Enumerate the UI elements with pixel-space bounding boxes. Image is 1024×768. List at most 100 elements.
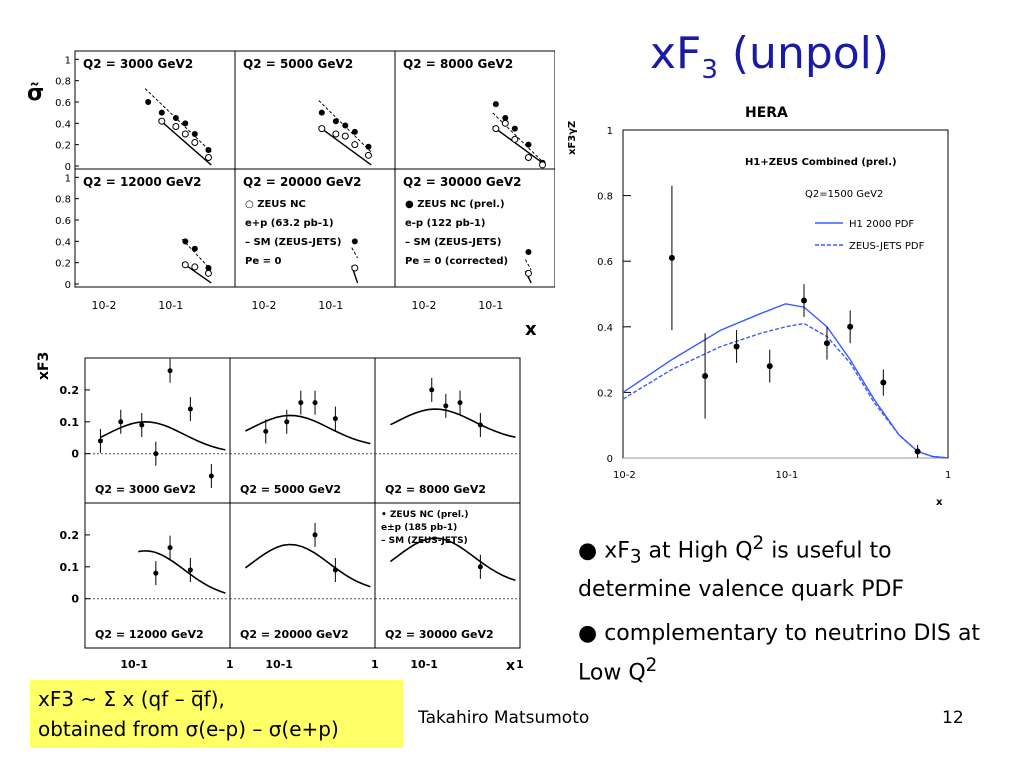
data-point-eplus — [191, 139, 199, 147]
x-tick-label: 10-1 — [410, 658, 438, 671]
x-tick-label: 1 — [945, 470, 951, 481]
data-point — [443, 403, 449, 409]
y-tick-label: 0.1 — [60, 561, 80, 574]
x-tick-label: 10-1 — [318, 299, 343, 312]
model-curve — [244, 543, 371, 588]
data-point-eplus — [332, 130, 340, 138]
y-tick-label: 0 — [65, 280, 71, 291]
data-point-eplus — [204, 269, 212, 277]
legend-entry: ZEUS-JETS PDF — [849, 241, 925, 252]
data-point — [153, 451, 159, 457]
data-point — [332, 416, 338, 422]
model-curve — [138, 550, 226, 594]
xf3-chart: xF3 x 0 0.1 0.2 Q2 = 3000 GeV2 Q2 = 5000 GeV2 Q… — [36, 352, 524, 674]
data-point — [914, 448, 921, 455]
data-point-eminus — [158, 109, 165, 116]
panel-label: Q2 = 3000 GeV2 — [95, 483, 196, 496]
data-point-eminus — [502, 115, 509, 121]
data-point-eplus — [364, 151, 372, 159]
data-point-eminus — [332, 118, 339, 125]
data-point-eplus — [539, 161, 547, 169]
legend-entry: Pe = 0 — [245, 256, 281, 267]
x-tick-label: 10-1 — [158, 299, 183, 312]
data-point — [702, 373, 709, 379]
data-point — [880, 379, 887, 386]
formula-box: xF3 ~ Σ x (qf – q̅f), obtained from σ(e-… — [30, 680, 403, 748]
y-tick-label: 0 — [71, 448, 79, 461]
legend-entry: e±p (185 pb-1) — [381, 523, 457, 533]
model-line-eminus — [524, 259, 532, 271]
panel-frame — [229, 357, 376, 504]
panel-label: Q2 = 30000 GeV2 — [385, 628, 494, 641]
data-point-eminus — [172, 115, 179, 121]
chart-title: HERA — [745, 105, 788, 121]
data-point — [153, 570, 159, 576]
data-point-eminus — [342, 122, 349, 129]
data-point — [284, 419, 290, 425]
q2-label: Q2=1500 GeV2 — [805, 189, 883, 200]
data-point-eminus — [492, 101, 499, 108]
y-axis-label: xF3 — [36, 352, 52, 380]
panel-frame — [229, 502, 376, 649]
model-curve — [100, 420, 226, 451]
panel-label: Q2 = 12000 GeV2 — [83, 175, 202, 189]
y-tick-label: 0.6 — [597, 257, 613, 268]
panel-frame — [84, 502, 231, 649]
data-point — [187, 567, 193, 573]
data-point-eplus — [511, 135, 519, 143]
series-line — [622, 322, 949, 459]
data-point-eminus — [182, 238, 189, 245]
y-tick-label: 0.2 — [55, 259, 71, 270]
y-tick-label: 0.4 — [55, 237, 71, 248]
x-tick-label: 1 — [226, 658, 234, 671]
legend-entry: e-p (122 pb-1) — [405, 218, 486, 229]
model-line-eplus — [158, 118, 212, 166]
panel-frame — [374, 357, 521, 504]
x-tick-label: 10-2 — [252, 299, 277, 312]
model-line-eplus — [318, 125, 372, 166]
y-tick-label: 0.2 — [55, 141, 71, 152]
data-point — [97, 438, 103, 444]
data-point-eplus — [158, 117, 166, 125]
x-axis-label: x — [525, 319, 537, 340]
data-point — [332, 567, 338, 573]
cross-section-chart: σ̃ x Q2 = 3000 GeV2 0 0.2 0.4 0.6 0.8 1 Q2 = 5000… — [27, 50, 555, 340]
y-tick-label: 0.2 — [597, 388, 613, 399]
y-tick-label: 0.2 — [60, 529, 80, 542]
x-axis-label: x — [506, 658, 515, 674]
data-point-eplus — [181, 130, 189, 138]
data-point — [139, 422, 145, 428]
model-line-eminus — [351, 247, 359, 259]
model-line-eminus — [492, 112, 546, 165]
data-point-eminus — [145, 99, 152, 105]
data-point-eminus — [365, 143, 372, 150]
x-tick-label: 1 — [516, 658, 524, 671]
legend-entry: ○ ZEUS NC — [245, 199, 306, 210]
panel-label: Q2 = 5000 GeV2 — [240, 483, 341, 496]
data-point — [766, 363, 773, 370]
data-point-eminus — [351, 238, 358, 245]
author-footer: Takahiro Matsumoto — [418, 708, 590, 728]
data-point-eplus — [492, 125, 500, 133]
data-point-eminus — [318, 109, 325, 116]
legend-entry: e+p (63.2 pb-1) — [245, 218, 334, 229]
panel-label: Q2 = 3000 GeV2 — [83, 57, 193, 71]
data-point — [429, 387, 435, 393]
x-tick-label: 10-1 — [478, 299, 503, 312]
legend-entry: • ZEUS NC (prel.) — [381, 510, 468, 520]
legend-entry: H1 2000 PDF — [849, 219, 914, 230]
panel-frame — [374, 502, 521, 649]
data-point-eminus — [351, 128, 358, 135]
model-curve — [245, 414, 371, 445]
data-point-eplus — [318, 125, 326, 133]
model-line-eplus — [492, 125, 546, 166]
x-tick-label: 10-1 — [776, 470, 799, 481]
data-point — [847, 323, 854, 330]
panel-label: Q2 = 5000 GeV2 — [243, 57, 353, 71]
data-point-eplus — [351, 141, 359, 149]
y-tick-label: 0 — [71, 593, 79, 606]
formula-line-2: obtained from σ(e-p) – σ(e+p) — [38, 717, 339, 741]
data-point — [263, 428, 269, 434]
data-point-eminus — [525, 249, 532, 255]
data-point — [801, 297, 808, 304]
